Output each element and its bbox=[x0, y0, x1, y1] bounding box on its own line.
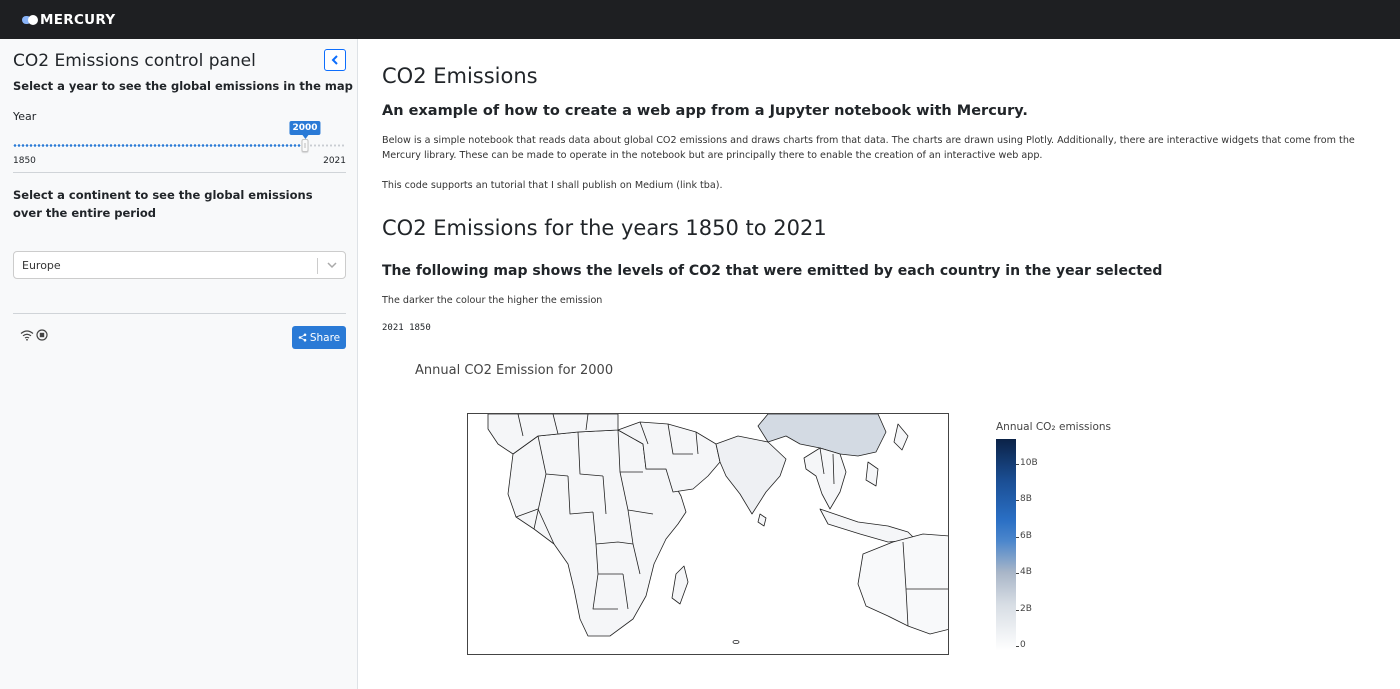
stop-icon[interactable] bbox=[36, 329, 48, 341]
map-note: The darker the colour the higher the emi… bbox=[382, 295, 603, 306]
continent-select[interactable]: Europe bbox=[13, 251, 346, 279]
colorbar-tick-mark bbox=[1016, 536, 1019, 538]
chevron-left-icon bbox=[331, 55, 338, 65]
slider-min-label: 1850 bbox=[13, 156, 36, 166]
mercury-logo[interactable]: MERCURY bbox=[22, 12, 115, 28]
map-borders-middle-east bbox=[639, 421, 699, 455]
intro-paragraph: Below is a simple notebook that reads da… bbox=[382, 135, 1355, 161]
colorbar-title: Annual CO₂ emissions bbox=[996, 421, 1111, 433]
map-region-madagascar[interactable] bbox=[671, 565, 689, 605]
slider-value-tooltip: 2000 bbox=[289, 121, 321, 139]
colorbar-tick-mark bbox=[1016, 573, 1019, 574]
colorbar-tick-mark bbox=[1016, 463, 1019, 465]
chevron-down-icon[interactable] bbox=[326, 255, 338, 278]
colorbar-tick-label: 6B bbox=[1020, 530, 1032, 541]
year-label: Year bbox=[13, 110, 37, 123]
choropleth-map[interactable] bbox=[467, 413, 949, 655]
divider bbox=[13, 172, 346, 173]
divider bbox=[13, 313, 346, 314]
year-help-text: Select a year to see the global emission… bbox=[13, 79, 353, 93]
map-region-philippines[interactable] bbox=[865, 461, 879, 487]
sidebar: CO2 Emissions control panel Select a yea… bbox=[0, 39, 358, 689]
chart-title: Annual CO2 Emission for 2000 bbox=[415, 363, 614, 378]
map-borders-africa bbox=[515, 429, 654, 610]
map-region-japan[interactable] bbox=[893, 423, 909, 451]
sidebar-title: CO2 Emissions control panel bbox=[13, 51, 256, 71]
select-divider bbox=[317, 258, 318, 274]
map-region-indonesia[interactable] bbox=[819, 508, 917, 543]
intro-subheading: An example of how to create a web app fr… bbox=[382, 103, 1028, 119]
colorbar-tick-label: 8B bbox=[1020, 494, 1032, 504]
world-map-svg[interactable] bbox=[468, 414, 949, 655]
share-button-label: Share bbox=[309, 331, 341, 344]
colorbar-tick-label: 4B bbox=[1020, 567, 1032, 577]
tutorial-note: This code supports an tutorial that I sh… bbox=[382, 180, 723, 191]
map-region-small-island[interactable] bbox=[732, 639, 740, 644]
map-borders-europe bbox=[517, 414, 589, 437]
collapse-sidebar-button[interactable] bbox=[324, 49, 346, 71]
colorbar-gradient bbox=[996, 439, 1016, 651]
colorbar-tick-mark bbox=[1016, 500, 1019, 501]
code-output: 2021 1850 bbox=[382, 323, 431, 333]
colorbar-tick-label: 2B bbox=[1020, 603, 1032, 614]
colorbar-tick-mark bbox=[1016, 646, 1019, 647]
map-borders-southeast-asia bbox=[819, 447, 835, 485]
continent-select-value: Europe bbox=[22, 259, 61, 272]
year-slider[interactable]: 2000 1850 2021 bbox=[13, 121, 346, 166]
map-borders-australia bbox=[902, 541, 948, 627]
colorbar-tick-mark bbox=[1016, 609, 1019, 611]
top-bar: MERCURY bbox=[0, 0, 1400, 39]
page-title: CO2 Emissions bbox=[382, 64, 538, 88]
map-region-southeast-asia[interactable] bbox=[803, 447, 847, 510]
slider-max-label: 2021 bbox=[323, 156, 346, 166]
continent-help-text: Select a continent to see the global emi… bbox=[13, 188, 313, 220]
colorbar-tick-label: 10B bbox=[1020, 457, 1038, 468]
map-subheading: The following map shows the levels of CO… bbox=[382, 263, 1163, 279]
colorbar-tick-label: 0 bbox=[1020, 640, 1026, 650]
map-region-sri-lanka[interactable] bbox=[757, 513, 767, 527]
wifi-icon bbox=[20, 330, 34, 341]
slider-fill bbox=[13, 144, 305, 147]
mercury-logo-icon bbox=[22, 14, 38, 25]
share-icon bbox=[298, 333, 307, 342]
app-name: MERCURY bbox=[40, 11, 116, 28]
slider-thumb[interactable] bbox=[301, 139, 309, 152]
section-title: CO2 Emissions for the years 1850 to 2021 bbox=[382, 216, 827, 240]
share-button[interactable]: Share bbox=[292, 326, 346, 349]
map-region-india[interactable] bbox=[715, 435, 787, 515]
map-region-australia[interactable] bbox=[857, 533, 949, 635]
